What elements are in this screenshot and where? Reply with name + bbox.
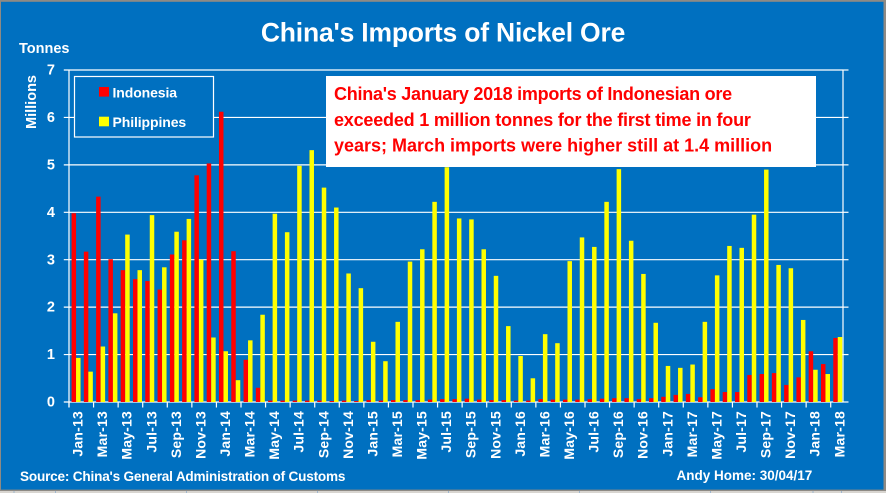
svg-text:Mar-14: Mar-14 [242, 411, 258, 457]
svg-text:Sep-14: Sep-14 [315, 411, 331, 458]
svg-text:Jan-14: Jan-14 [217, 411, 233, 457]
svg-text:years; March imports were high: years; March imports were higher still a… [334, 136, 772, 156]
svg-text:Sep-13: Sep-13 [168, 411, 184, 458]
svg-text:Andy Home: 30/04/17: Andy Home: 30/04/17 [677, 468, 813, 483]
svg-text:0: 0 [47, 395, 55, 411]
svg-text:Mar-13: Mar-13 [94, 411, 110, 457]
svg-text:China's Imports of Nickel Ore: China's Imports of Nickel Ore [261, 17, 625, 47]
svg-text:Mar-15: Mar-15 [389, 411, 405, 457]
svg-text:Jan-13: Jan-13 [70, 411, 86, 457]
svg-text:Sep-16: Sep-16 [610, 411, 626, 458]
svg-text:May-14: May-14 [266, 411, 282, 460]
svg-text:Jul-17: Jul-17 [733, 411, 749, 453]
svg-text:Nov-13: Nov-13 [192, 411, 208, 459]
svg-text:Philippines: Philippines [113, 114, 187, 130]
svg-text:Source: China's General Admini: Source: China's General Administration o… [20, 469, 345, 484]
svg-text:Jul-16: Jul-16 [586, 411, 602, 453]
svg-text:Jul-13: Jul-13 [143, 411, 159, 453]
svg-text:1: 1 [47, 347, 55, 363]
svg-text:Nov-15: Nov-15 [487, 411, 503, 459]
svg-text:China's January 2018 imports o: China's January 2018 imports of Indonesi… [334, 84, 732, 104]
svg-text:5: 5 [47, 157, 55, 173]
svg-text:Sep-17: Sep-17 [758, 411, 774, 458]
svg-text:Jul-14: Jul-14 [291, 411, 307, 453]
svg-text:Jan-16: Jan-16 [512, 411, 528, 457]
svg-text:Indonesia: Indonesia [113, 84, 178, 100]
svg-text:Sep-15: Sep-15 [463, 411, 479, 458]
svg-text:May-13: May-13 [119, 411, 135, 460]
svg-text:Nov-14: Nov-14 [340, 411, 356, 459]
svg-text:Nov-16: Nov-16 [635, 411, 651, 459]
svg-text:4: 4 [47, 205, 55, 221]
svg-text:Jan-18: Jan-18 [807, 411, 823, 457]
svg-text:Millions: Millions [24, 75, 40, 129]
svg-text:Mar-18: Mar-18 [831, 411, 847, 457]
svg-text:Nov-17: Nov-17 [782, 411, 798, 459]
svg-text:Jul-15: Jul-15 [438, 411, 454, 453]
svg-text:May-15: May-15 [414, 411, 430, 460]
svg-text:Mar-16: Mar-16 [536, 411, 552, 457]
svg-text:Tonnes: Tonnes [19, 41, 69, 57]
svg-text:Jan-17: Jan-17 [659, 411, 675, 457]
svg-text:exceeded 1 million tonnes for: exceeded 1 million tonnes for the first … [334, 110, 751, 130]
svg-text:Jan-15: Jan-15 [364, 411, 380, 457]
svg-text:3: 3 [47, 252, 55, 268]
svg-text:2: 2 [47, 300, 55, 316]
svg-text:7: 7 [47, 63, 55, 79]
svg-text:Mar-17: Mar-17 [684, 411, 700, 457]
svg-text:May-17: May-17 [708, 411, 724, 460]
svg-text:May-16: May-16 [561, 411, 577, 460]
svg-text:6: 6 [47, 110, 55, 126]
